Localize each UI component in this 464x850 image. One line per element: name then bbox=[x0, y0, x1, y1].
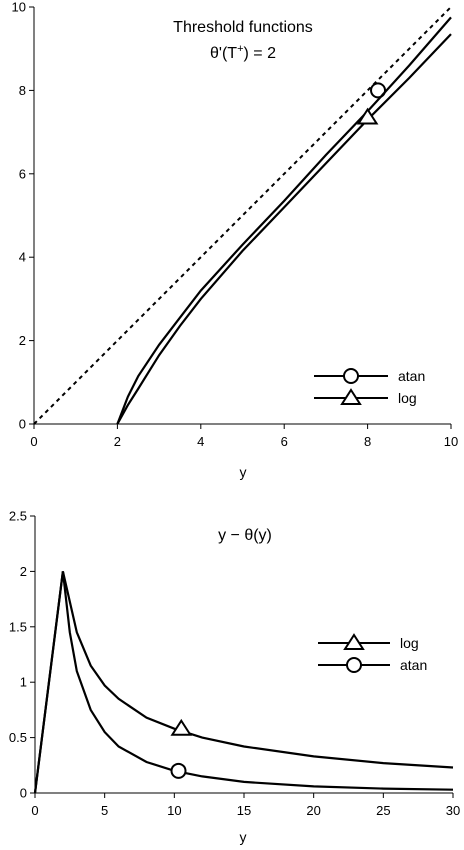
y-tick-label: 6 bbox=[19, 166, 26, 181]
series-line-log bbox=[33, 571, 454, 794]
x-tick-label: 10 bbox=[444, 434, 458, 449]
x-tick-label: 2 bbox=[114, 434, 121, 449]
circle-marker-icon bbox=[346, 657, 362, 673]
x-tick-label: 25 bbox=[376, 803, 390, 818]
legend: atan log bbox=[314, 368, 425, 406]
legend-item-log: log bbox=[318, 633, 419, 651]
legend-label-atan: atan bbox=[400, 657, 427, 673]
x-axis-ticks: 0 5 10 15 20 25 30 bbox=[31, 793, 460, 818]
y-tick-label: 8 bbox=[19, 83, 26, 98]
y-tick-label: 0 bbox=[20, 786, 27, 801]
legend-item-atan: atan bbox=[318, 657, 427, 673]
plot-area bbox=[33, 6, 452, 425]
series-line-log bbox=[116, 16, 452, 425]
x-tick-label: 0 bbox=[30, 434, 37, 449]
x-tick-label: 10 bbox=[167, 803, 181, 818]
y-axis-ticks: 0 0.5 1 1.5 2 2.5 bbox=[9, 509, 35, 801]
legend-label-log: log bbox=[400, 635, 419, 651]
x-tick-label: 4 bbox=[197, 434, 204, 449]
y-tick-label: 1.5 bbox=[9, 619, 27, 634]
circle-marker-icon bbox=[343, 368, 359, 384]
y-tick-label: 0 bbox=[19, 417, 26, 432]
threshold-functions-chart: 0 2 4 6 8 10 0 2 4 6 8 10 Threshold functions θ'(T… bbox=[12, 0, 459, 480]
circle-marker-atan bbox=[370, 82, 387, 99]
x-tick-label: 0 bbox=[31, 803, 38, 818]
residual-chart: 0 0.5 1 1.5 2 2.5 0 5 10 15 20 25 30 y − θ(y) y log… bbox=[9, 509, 460, 846]
triangle-marker-log bbox=[356, 107, 379, 125]
identity-reference-line bbox=[33, 6, 452, 425]
circle-marker-atan bbox=[170, 762, 187, 779]
x-tick-label: 15 bbox=[237, 803, 251, 818]
triangle-marker-log bbox=[170, 718, 193, 736]
x-axis-title: y bbox=[240, 464, 247, 480]
x-axis-title: y bbox=[240, 829, 247, 845]
y-tick-label: 10 bbox=[12, 0, 26, 15]
chart-subtitle: θ'(T+) = 2 bbox=[210, 43, 276, 62]
x-tick-label: 6 bbox=[281, 434, 288, 449]
legend-item-log: log bbox=[314, 388, 417, 406]
y-tick-label: 2.5 bbox=[9, 509, 27, 524]
legend-label-log: log bbox=[398, 390, 417, 406]
y-tick-label: 1 bbox=[20, 675, 27, 690]
y-tick-label: 2 bbox=[19, 333, 26, 348]
triangle-marker-icon bbox=[340, 388, 362, 405]
legend: log atan bbox=[318, 633, 427, 673]
x-tick-label: 20 bbox=[306, 803, 320, 818]
series-line-atan bbox=[116, 33, 452, 425]
chart-title: Threshold functions bbox=[173, 19, 313, 36]
x-axis-ticks: 0 2 4 6 8 10 bbox=[30, 424, 458, 449]
y-tick-label: 4 bbox=[19, 250, 26, 265]
y-axis-ticks: 0 2 4 6 8 10 bbox=[12, 0, 34, 432]
legend-item-atan: atan bbox=[314, 368, 425, 384]
plot-area bbox=[33, 571, 454, 794]
x-tick-label: 5 bbox=[101, 803, 108, 818]
x-tick-label: 30 bbox=[446, 803, 460, 818]
chart-title: y − θ(y) bbox=[218, 527, 272, 544]
y-tick-label: 0.5 bbox=[9, 730, 27, 745]
triangle-marker-icon bbox=[343, 633, 365, 650]
legend-label-atan: atan bbox=[398, 368, 425, 384]
x-tick-label: 8 bbox=[364, 434, 371, 449]
y-tick-label: 2 bbox=[20, 564, 27, 579]
series-line-atan bbox=[33, 571, 454, 794]
